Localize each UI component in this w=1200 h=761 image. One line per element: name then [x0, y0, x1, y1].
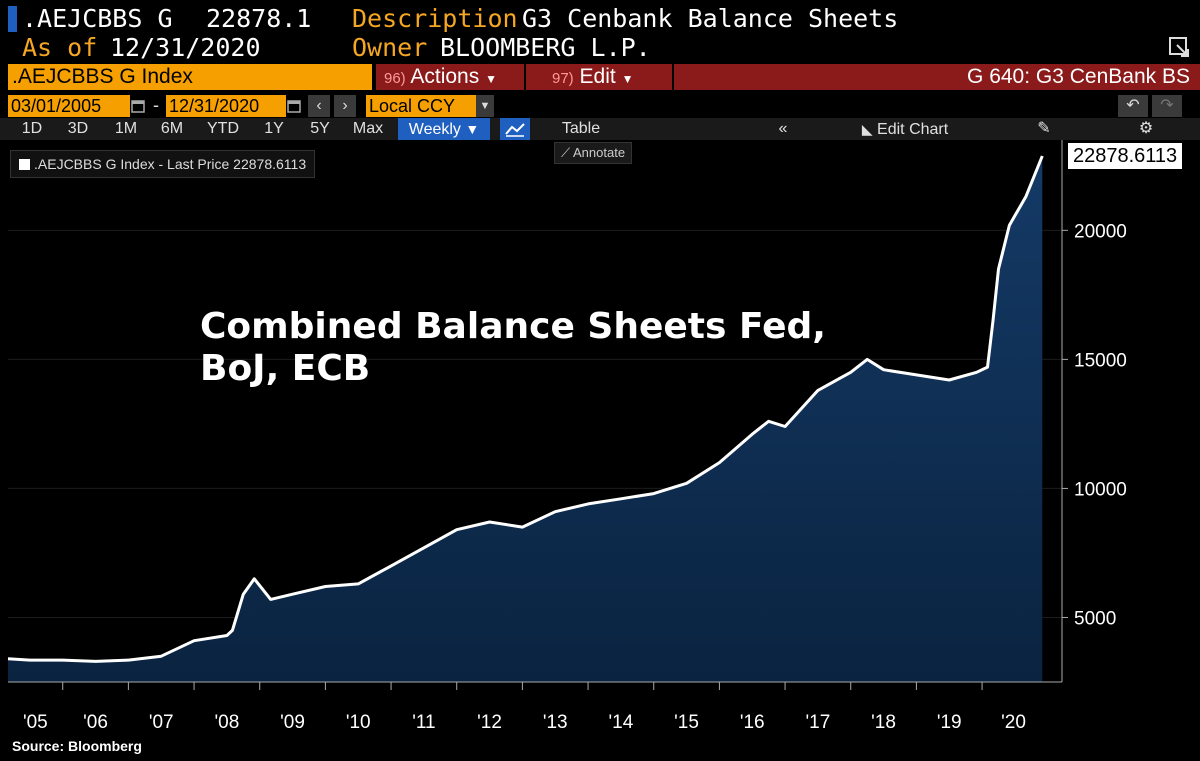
y-ticks: 5000 10000 15000 20000: [1062, 221, 1127, 629]
timeframe-1y[interactable]: 1Y: [264, 120, 284, 137]
asof-label: As of: [22, 33, 98, 62]
y-tick-label-5000: 5000: [1074, 608, 1116, 629]
toolbar-divider-2: [672, 64, 674, 90]
edit-chart-button[interactable]: ◣ Edit Chart: [840, 118, 970, 140]
actions-label: Actions: [410, 65, 480, 88]
currency-select[interactable]: Local CCY: [366, 95, 476, 117]
end-date-input[interactable]: 12/31/2020: [166, 95, 286, 117]
last-price-label: 22878.6113: [1068, 143, 1183, 170]
double-chevron-left-icon: «: [778, 120, 788, 137]
timeframe-1m[interactable]: 1M: [114, 120, 138, 137]
y-tick-label-20000: 20000: [1074, 221, 1127, 242]
description-label: Description: [352, 4, 518, 33]
x-tick-label-10: '10: [346, 712, 371, 733]
x-tick-label-06: '06: [83, 712, 108, 733]
collapse-button[interactable]: «: [770, 118, 796, 140]
timeframe-max[interactable]: Max: [352, 120, 384, 137]
timeframe-3d[interactable]: 3D: [67, 120, 89, 137]
x-tick-label-11: '11: [412, 712, 435, 733]
last-value: 22878.1: [206, 4, 312, 33]
x-tick-label-15: '15: [674, 712, 699, 733]
timeframe-ytd[interactable]: YTD: [207, 120, 239, 137]
line-chart-icon: [505, 123, 525, 137]
x-tick-label-19: '19: [937, 712, 962, 733]
timeframe-bar: [0, 118, 1200, 140]
redo-button[interactable]: ↷: [1152, 95, 1182, 117]
table-button[interactable]: Table: [561, 120, 601, 137]
owner-value: BLOOMBERG L.P.: [440, 33, 651, 62]
edit-number: 97): [552, 70, 574, 87]
x-tick-label-08: '08: [215, 712, 240, 733]
x-tick-label-13: '13: [543, 712, 568, 733]
frequency-label: Weekly: [408, 121, 461, 138]
x-tick-label-07: '07: [149, 712, 174, 733]
asof-date: 12/31/2020: [110, 33, 261, 62]
owner-label: Owner: [352, 33, 428, 62]
undo-button[interactable]: ↶: [1118, 95, 1148, 117]
x-tick-label-17: '17: [806, 712, 831, 733]
x-tick-label-14: '14: [609, 712, 634, 733]
annotate-icon: ⟋: [561, 145, 571, 160]
chart-area: '05 '06 '07 '08 '09 '10 '11 '12 '13 '14 '15 '16 '17 '…: [7, 140, 1127, 733]
end-calendar-icon[interactable]: [286, 97, 302, 115]
chevron-right-icon: ›: [342, 97, 348, 114]
x-tick-label-20: '20: [1001, 712, 1026, 733]
index-name-field[interactable]: .AEJCBBS G Index: [8, 64, 372, 90]
annotate-label: Annotate: [573, 145, 626, 160]
toolbar-divider: [524, 64, 526, 90]
frequency-dropdown-icon: ▼: [465, 121, 480, 137]
chart-edit-icon: ◣: [861, 121, 873, 137]
legend-text: .AEJCBBS G Index - Last Price 22878.6113: [34, 156, 307, 172]
annotate-button[interactable]: ⟋ Annotate: [554, 142, 633, 164]
edit-label: Edit: [579, 65, 616, 88]
start-date-input[interactable]: 03/01/2005: [8, 95, 130, 117]
series-points: [7, 156, 1043, 662]
frequency-weekly-button[interactable]: Weekly ▼: [398, 118, 490, 140]
y-tick-label-10000: 10000: [1074, 479, 1127, 500]
series-area: [8, 156, 1043, 682]
pencil-icon: ✎: [1037, 120, 1051, 137]
description-value: G3 Cenbank Balance Sheets: [522, 4, 899, 33]
legend-swatch: [19, 159, 30, 170]
currency-dropdown-icon[interactable]: ▼: [476, 95, 494, 117]
edit-dropdown-icon: ▼: [621, 72, 634, 86]
settings-button[interactable]: ⚙: [1134, 118, 1158, 140]
popout-icon[interactable]: [1168, 36, 1190, 58]
x-tick-label-05: '05: [23, 712, 48, 733]
chevron-left-icon: ‹: [316, 97, 322, 114]
x-ticks: '05 '06 '07 '08 '09 '10 '11 '12 '13 '14 '15 '16 '17 '…: [23, 682, 1026, 733]
draw-tool-button[interactable]: ✎: [1032, 118, 1056, 140]
edit-chart-label: Edit Chart: [877, 121, 949, 138]
annotation-line-2: BoJ, ECB: [200, 348, 371, 389]
redo-icon: ↷: [1160, 97, 1174, 114]
annotation-line-1: Combined Balance Sheets Fed,: [200, 306, 826, 347]
actions-button[interactable]: 96) Actions ▼: [384, 64, 497, 90]
x-tick-label-09: '09: [280, 712, 305, 733]
ticker-code: .AEJCBBS G: [22, 4, 173, 33]
chart-type-button[interactable]: [500, 118, 530, 140]
actions-dropdown-icon: ▼: [485, 72, 497, 86]
y-tick-label-15000: 15000: [1074, 350, 1127, 371]
prev-period-button[interactable]: ‹: [308, 95, 330, 117]
x-tick-label-16: '16: [740, 712, 765, 733]
gear-icon: ⚙: [1138, 120, 1154, 137]
timeframe-5y[interactable]: 5Y: [310, 120, 330, 137]
timeframe-6m[interactable]: 6M: [160, 120, 184, 137]
date-separator: -: [153, 95, 159, 115]
legend: .AEJCBBS G Index - Last Price 22878.6113: [10, 150, 316, 178]
ticker-marker: [8, 6, 17, 32]
next-period-button[interactable]: ›: [334, 95, 356, 117]
x-tick-label-12: '12: [477, 712, 502, 733]
series-line: [7, 155, 1044, 663]
undo-icon: ↶: [1126, 97, 1140, 114]
actions-number: 96): [384, 70, 406, 87]
timeframe-1d[interactable]: 1D: [21, 120, 43, 137]
annotation-text: Combined Balance Sheets Fed, BoJ, ECB: [200, 306, 826, 390]
source-note: Source: Bloomberg: [12, 738, 142, 754]
chart-code: G 640: G3 CenBank BS: [932, 64, 1190, 90]
start-calendar-icon[interactable]: [130, 97, 146, 115]
x-tick-label-18: '18: [871, 712, 896, 733]
edit-button[interactable]: 97) Edit ▼: [552, 64, 634, 90]
